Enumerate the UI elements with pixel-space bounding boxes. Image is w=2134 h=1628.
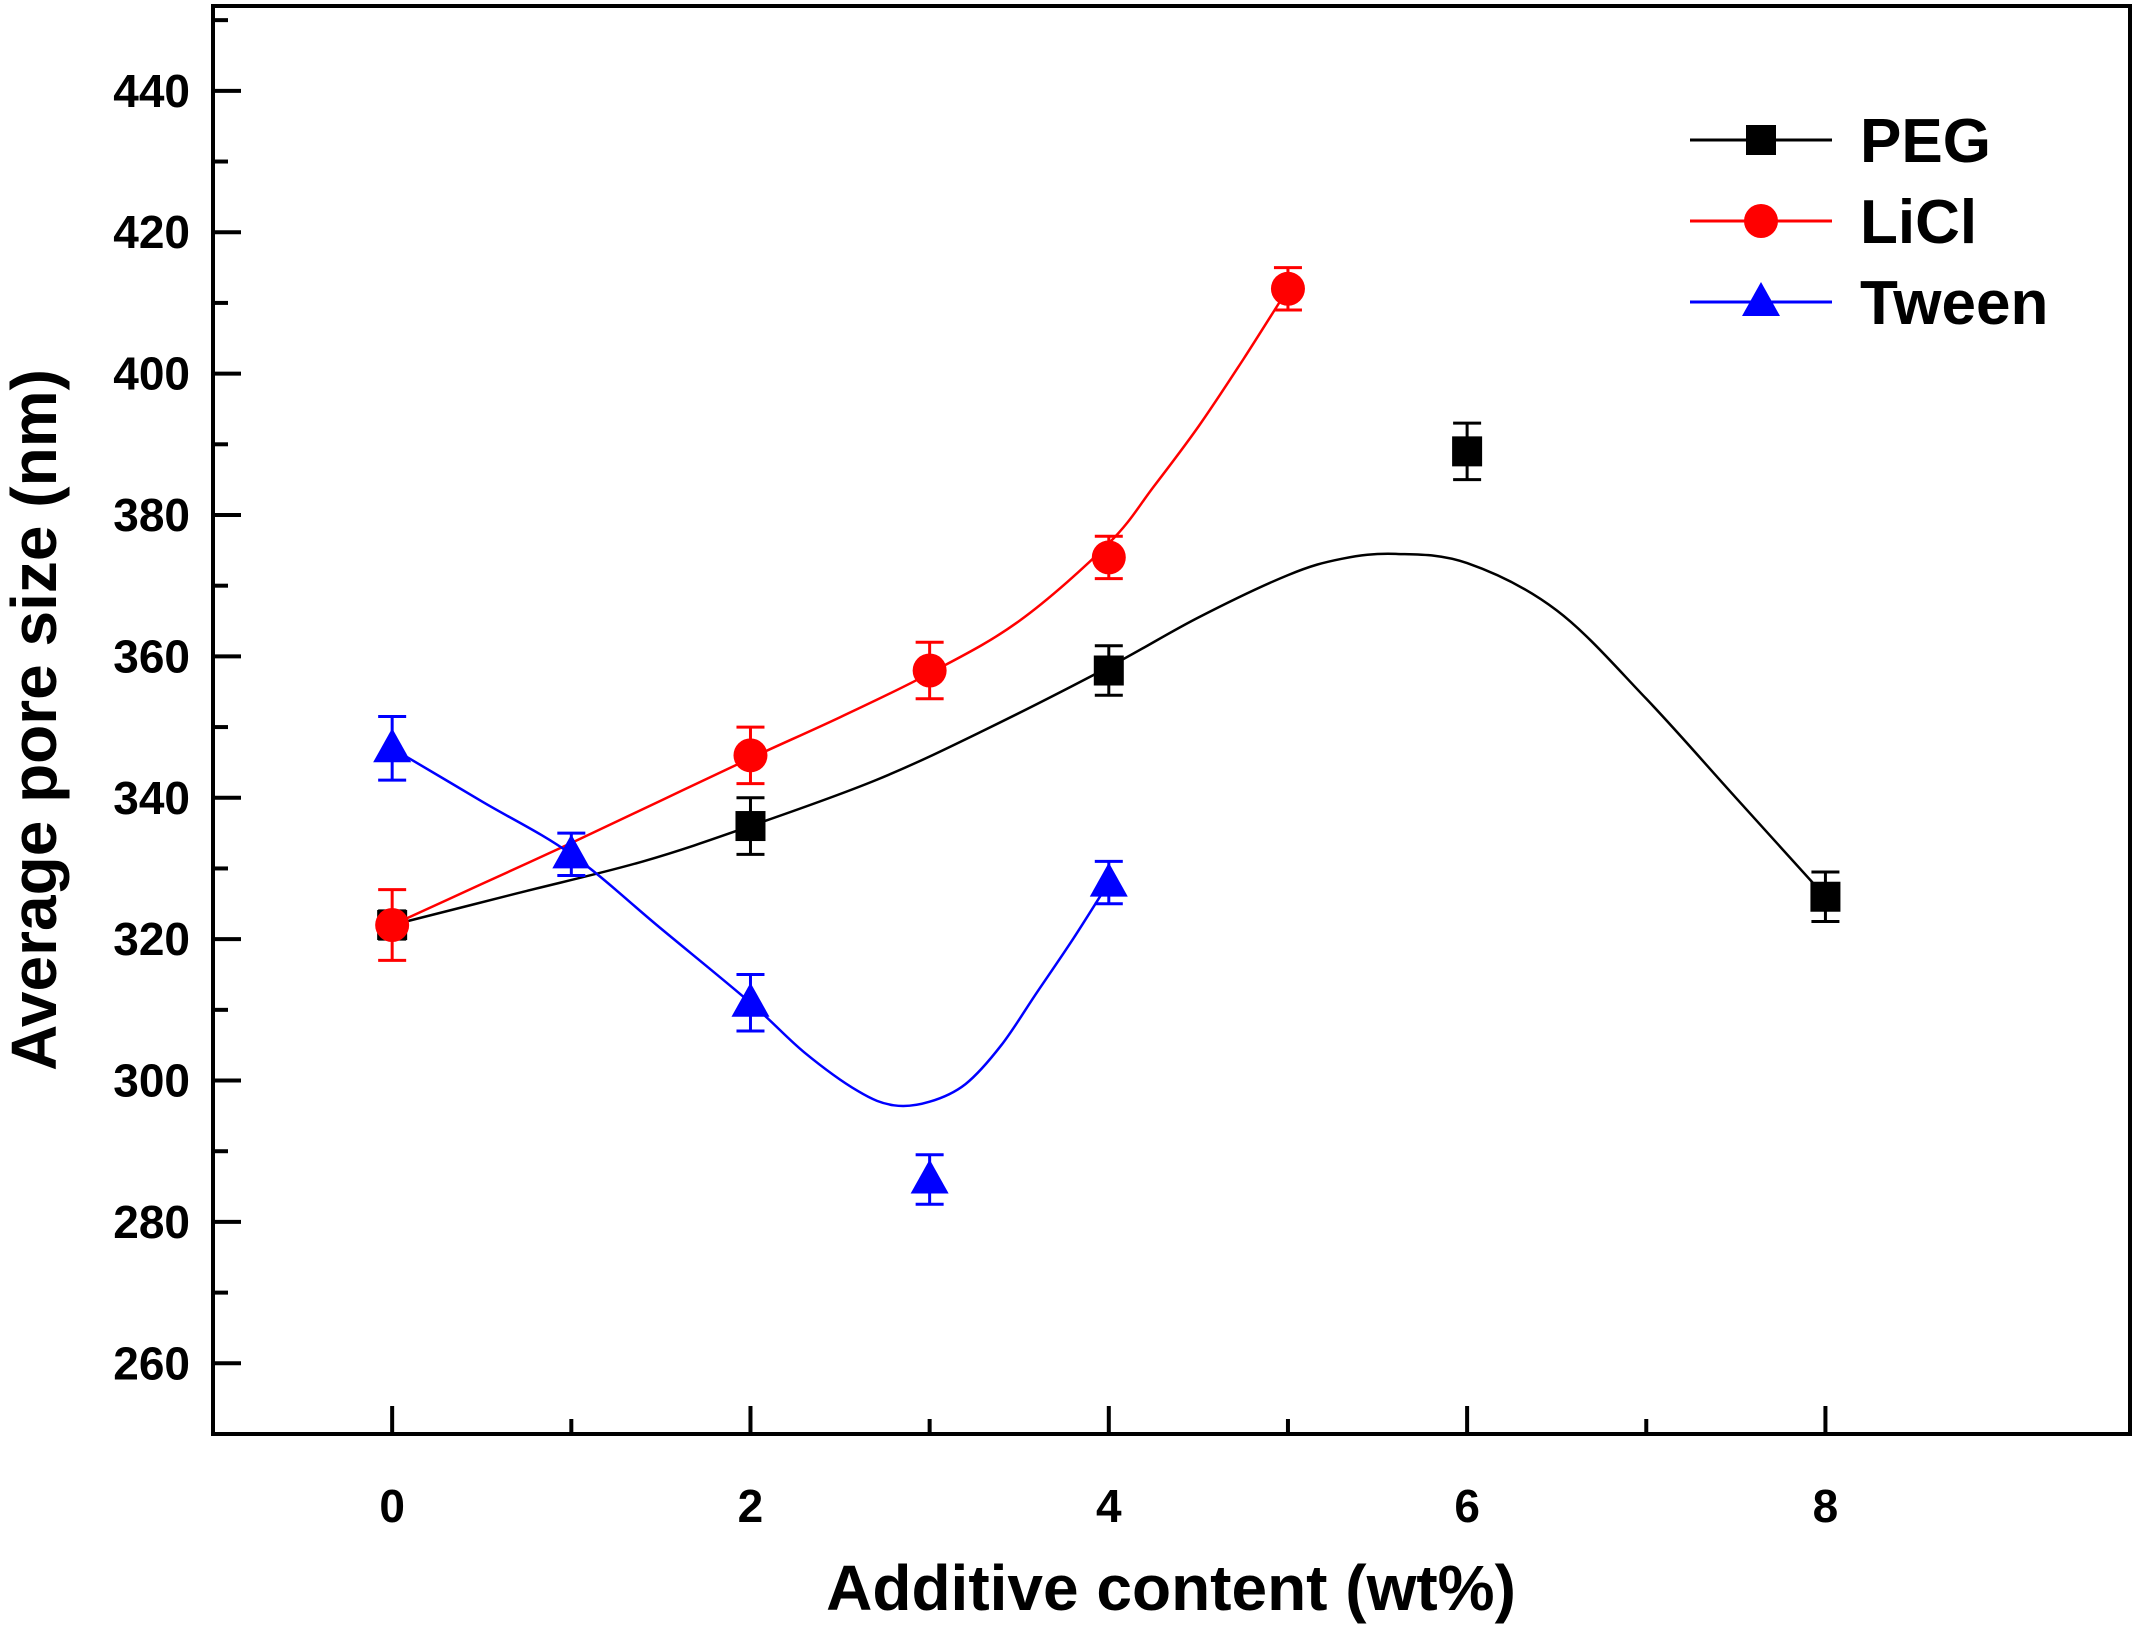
y-axis-title: Average pore size (nm) xyxy=(0,369,70,1071)
peg-point xyxy=(1093,655,1124,686)
x-tick-label: 2 xyxy=(738,1480,764,1532)
y-tick-label: 280 xyxy=(113,1196,190,1248)
licl-legend-marker xyxy=(1744,204,1778,238)
peg-point xyxy=(1452,436,1483,467)
licl-legend-label: LiCl xyxy=(1860,188,1977,257)
y-tick-label: 260 xyxy=(113,1337,190,1389)
y-tick-label: 300 xyxy=(113,1055,190,1107)
licl-point xyxy=(375,908,410,943)
tween-legend-marker xyxy=(1742,282,1780,316)
y-tick-label: 320 xyxy=(113,913,190,965)
x-tick-label: 6 xyxy=(1454,1480,1480,1532)
x-axis-title: Additive content (wt%) xyxy=(826,1552,1516,1624)
y-tick-label: 360 xyxy=(113,630,190,682)
peg-point xyxy=(735,811,766,842)
y-tick-label: 440 xyxy=(113,65,190,117)
licl-point xyxy=(912,653,947,688)
plot-frame xyxy=(211,4,2132,1436)
error-bars xyxy=(378,266,1840,1206)
x-tick-label: 8 xyxy=(1813,1480,1839,1532)
tween-point xyxy=(552,834,591,869)
y-tick-label: 420 xyxy=(113,206,190,258)
data-markers xyxy=(373,271,1841,1194)
tween-point xyxy=(373,728,412,763)
licl-fit-curve xyxy=(391,288,1290,927)
tween-legend-label: Tween xyxy=(1860,269,2048,338)
axes: 0 2 4 6 8 260 280 300 320 340 360 380 400 420 440 xyxy=(113,18,1839,1532)
licl-point xyxy=(1091,540,1126,575)
peg-legend-marker xyxy=(1746,125,1776,155)
tween-point xyxy=(1089,862,1128,897)
legend: PEG LiCl Tween xyxy=(1690,107,2048,338)
tween-point xyxy=(910,1159,949,1194)
y-tick-label: 340 xyxy=(113,772,190,824)
tween-point xyxy=(731,982,770,1017)
x-tick-label: 4 xyxy=(1096,1480,1122,1532)
peg-point xyxy=(1810,881,1841,912)
fit-curves xyxy=(391,288,1827,1108)
licl-point xyxy=(733,738,768,773)
peg-fit-curve xyxy=(391,552,1827,927)
x-tick-label: 0 xyxy=(379,1480,405,1532)
licl-point xyxy=(1270,271,1305,306)
y-tick-label: 400 xyxy=(113,348,190,400)
y-tick-label: 380 xyxy=(113,489,190,541)
peg-legend-label: PEG xyxy=(1860,107,1991,176)
